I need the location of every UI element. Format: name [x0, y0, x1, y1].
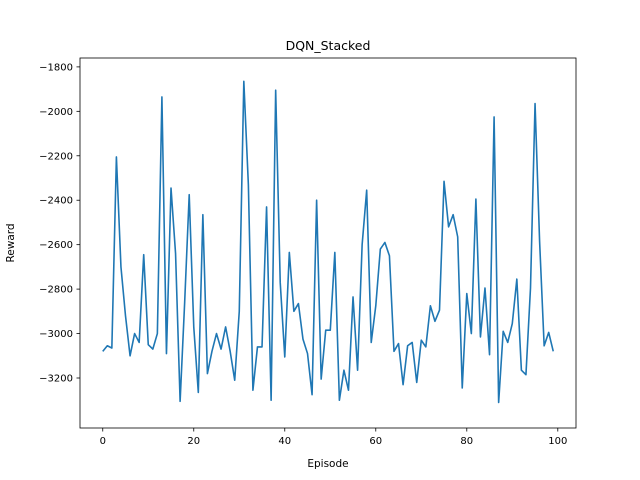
- y-tick-label: −2000: [39, 107, 73, 118]
- x-axis: 0 20 40 60 80 100: [100, 428, 567, 447]
- x-tick-label: 40: [278, 436, 291, 447]
- x-axis-label: Episode: [307, 458, 348, 470]
- x-tick-label: 0: [100, 436, 106, 447]
- y-tick-label: −2400: [39, 196, 73, 207]
- y-tick-label: −2600: [39, 240, 73, 251]
- y-tick-label: −2200: [39, 151, 73, 162]
- plot-frame: [79, 57, 577, 429]
- x-tick-label: 20: [187, 436, 200, 447]
- series-line-0: [102, 80, 555, 404]
- y-tick-label: −2800: [39, 285, 73, 296]
- y-axis-label: Reward: [5, 223, 17, 262]
- y-tick-label: −3200: [39, 374, 73, 385]
- plot-line-layer: [102, 80, 555, 404]
- y-tick-label: −1800: [39, 62, 73, 73]
- y-axis: −1800 −2000 −2200 −2400 −2600 −2800 −3000 −3200: [39, 62, 80, 385]
- chart-title: DQN_Stacked: [286, 38, 371, 53]
- y-tick-label: −3000: [39, 329, 73, 340]
- x-tick-label: 80: [460, 436, 473, 447]
- x-tick-label: 60: [369, 436, 382, 447]
- x-tick-label: 100: [548, 436, 567, 447]
